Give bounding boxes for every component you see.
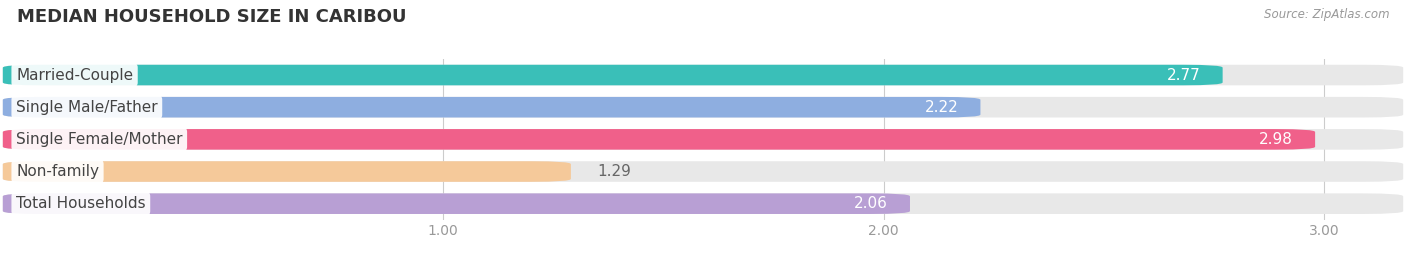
Text: 2.77: 2.77 [1167,68,1201,83]
FancyBboxPatch shape [3,193,910,214]
FancyBboxPatch shape [3,161,1403,182]
Text: Non-family: Non-family [15,164,98,179]
Text: Single Female/Mother: Single Female/Mother [15,132,183,147]
FancyBboxPatch shape [3,129,1315,150]
FancyBboxPatch shape [3,161,571,182]
Text: Source: ZipAtlas.com: Source: ZipAtlas.com [1264,8,1389,21]
Text: Married-Couple: Married-Couple [15,68,134,83]
FancyBboxPatch shape [3,97,980,117]
Text: 2.98: 2.98 [1260,132,1294,147]
Text: 1.29: 1.29 [598,164,631,179]
Text: MEDIAN HOUSEHOLD SIZE IN CARIBOU: MEDIAN HOUSEHOLD SIZE IN CARIBOU [17,8,406,26]
Text: Total Households: Total Households [15,196,146,211]
FancyBboxPatch shape [3,65,1223,85]
FancyBboxPatch shape [3,97,1403,117]
Text: 2.22: 2.22 [925,100,959,115]
FancyBboxPatch shape [3,65,1403,85]
Text: 2.06: 2.06 [853,196,889,211]
FancyBboxPatch shape [3,129,1403,150]
Text: Single Male/Father: Single Male/Father [15,100,157,115]
FancyBboxPatch shape [3,193,1403,214]
